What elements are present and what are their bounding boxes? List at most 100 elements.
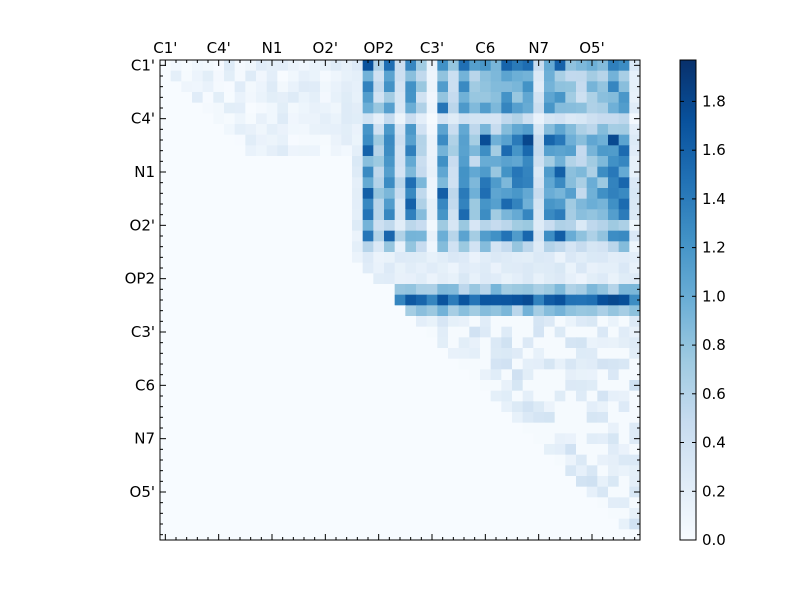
- heatmap-cell: [618, 198, 630, 210]
- heatmap-cell: [501, 70, 513, 82]
- heatmap-cell: [586, 262, 598, 274]
- heatmap-cell: [480, 454, 492, 466]
- heatmap-cell: [426, 465, 438, 477]
- heatmap-cell: [309, 102, 321, 114]
- heatmap-cell: [256, 454, 268, 466]
- heatmap-cell: [554, 177, 566, 189]
- heatmap-cell: [405, 60, 417, 72]
- heatmap-cell: [565, 134, 577, 146]
- heatmap-cell: [522, 497, 534, 509]
- heatmap-cell: [288, 529, 300, 541]
- heatmap-cell: [277, 252, 289, 264]
- heatmap-cell: [405, 70, 417, 82]
- heatmap-cell: [448, 124, 460, 136]
- heatmap-cell: [202, 508, 214, 520]
- heatmap-cell: [608, 401, 620, 413]
- heatmap-cell: [202, 166, 214, 178]
- heatmap-cell: [330, 401, 342, 413]
- heatmap-cell: [234, 433, 246, 445]
- heatmap-cell: [512, 156, 524, 168]
- heatmap-cell: [266, 508, 278, 520]
- heatmap-cell: [277, 390, 289, 402]
- heatmap-cell: [437, 433, 449, 445]
- heatmap-cell: [490, 262, 502, 274]
- heatmap-cell: [565, 198, 577, 210]
- heatmap-cell: [416, 70, 428, 82]
- heatmap-cell: [608, 92, 620, 104]
- heatmap-cell: [586, 369, 598, 381]
- heatmap-cell: [320, 145, 332, 157]
- colorbar-tick-label: 0.2: [702, 482, 726, 500]
- heatmap-cell: [394, 305, 406, 317]
- heatmap-cell: [256, 70, 268, 82]
- heatmap-cell: [394, 124, 406, 136]
- heatmap-cell: [245, 305, 257, 317]
- heatmap-cell: [352, 529, 364, 541]
- heatmap-cell: [480, 508, 492, 520]
- heatmap-cell: [224, 60, 236, 72]
- column-tick-label: N7: [528, 39, 549, 57]
- heatmap-cell: [288, 230, 300, 242]
- heatmap-cell: [618, 294, 630, 306]
- heatmap-cell: [330, 252, 342, 264]
- heatmap-cell: [330, 177, 342, 189]
- heatmap-cell: [533, 422, 545, 434]
- heatmap-cell: [458, 113, 470, 125]
- heatmap-cell: [565, 60, 577, 72]
- heatmap-cell: [458, 241, 470, 253]
- heatmap-cell: [384, 166, 396, 178]
- heatmap-cell: [426, 230, 438, 242]
- heatmap-cell: [181, 326, 193, 338]
- heatmap-cell: [181, 401, 193, 413]
- heatmap-cell: [330, 337, 342, 349]
- heatmap-cell: [160, 284, 172, 296]
- heatmap-cell: [597, 316, 609, 328]
- heatmap-cell: [480, 113, 492, 125]
- heatmap-cell: [448, 113, 460, 125]
- heatmap-cell: [288, 220, 300, 232]
- heatmap-cell: [213, 81, 225, 93]
- heatmap-cell: [618, 230, 630, 242]
- heatmap-cell: [234, 252, 246, 264]
- heatmap-cell: [490, 134, 502, 146]
- heatmap-cell: [266, 70, 278, 82]
- heatmap-cell: [629, 134, 641, 146]
- heatmap-cell: [277, 486, 289, 498]
- heatmap-cell: [202, 81, 214, 93]
- heatmap-cell: [608, 156, 620, 168]
- heatmap-cell: [298, 412, 310, 424]
- heatmap-cell: [618, 433, 630, 445]
- heatmap-cell: [533, 444, 545, 456]
- heatmap-cell: [501, 358, 513, 370]
- heatmap-cell: [501, 476, 513, 488]
- heatmap-cell: [501, 92, 513, 104]
- top-tick-labels: C1' C4' N1 O2' OP2 C3' C6 N7 O5': [153, 39, 605, 57]
- heatmap-cell: [512, 390, 524, 402]
- heatmap-cell: [266, 358, 278, 370]
- heatmap-cell: [213, 486, 225, 498]
- heatmap-cell: [181, 220, 193, 232]
- heatmap-cell: [352, 230, 364, 242]
- heatmap-cell: [458, 198, 470, 210]
- heatmap-cell: [458, 124, 470, 136]
- heatmap-cell: [565, 337, 577, 349]
- heatmap-cell: [245, 156, 257, 168]
- heatmap-cell: [234, 209, 246, 221]
- heatmap-cell: [394, 70, 406, 82]
- heatmap-cell: [160, 369, 172, 381]
- heatmap-cell: [362, 134, 374, 146]
- heatmap-cell: [501, 252, 513, 264]
- heatmap-cell: [213, 508, 225, 520]
- heatmap-cell: [160, 124, 172, 136]
- heatmap-cell: [586, 358, 598, 370]
- heatmap-cell: [629, 262, 641, 274]
- column-tick-label: OP2: [363, 39, 393, 57]
- heatmap-cell: [277, 70, 289, 82]
- heatmap-cell: [170, 454, 182, 466]
- heatmap-cell: [341, 209, 353, 221]
- heatmap-cell: [565, 412, 577, 424]
- heatmap-cell: [576, 230, 588, 242]
- heatmap-cell: [320, 465, 332, 477]
- heatmap-cell: [512, 124, 524, 136]
- heatmap-cell: [277, 145, 289, 157]
